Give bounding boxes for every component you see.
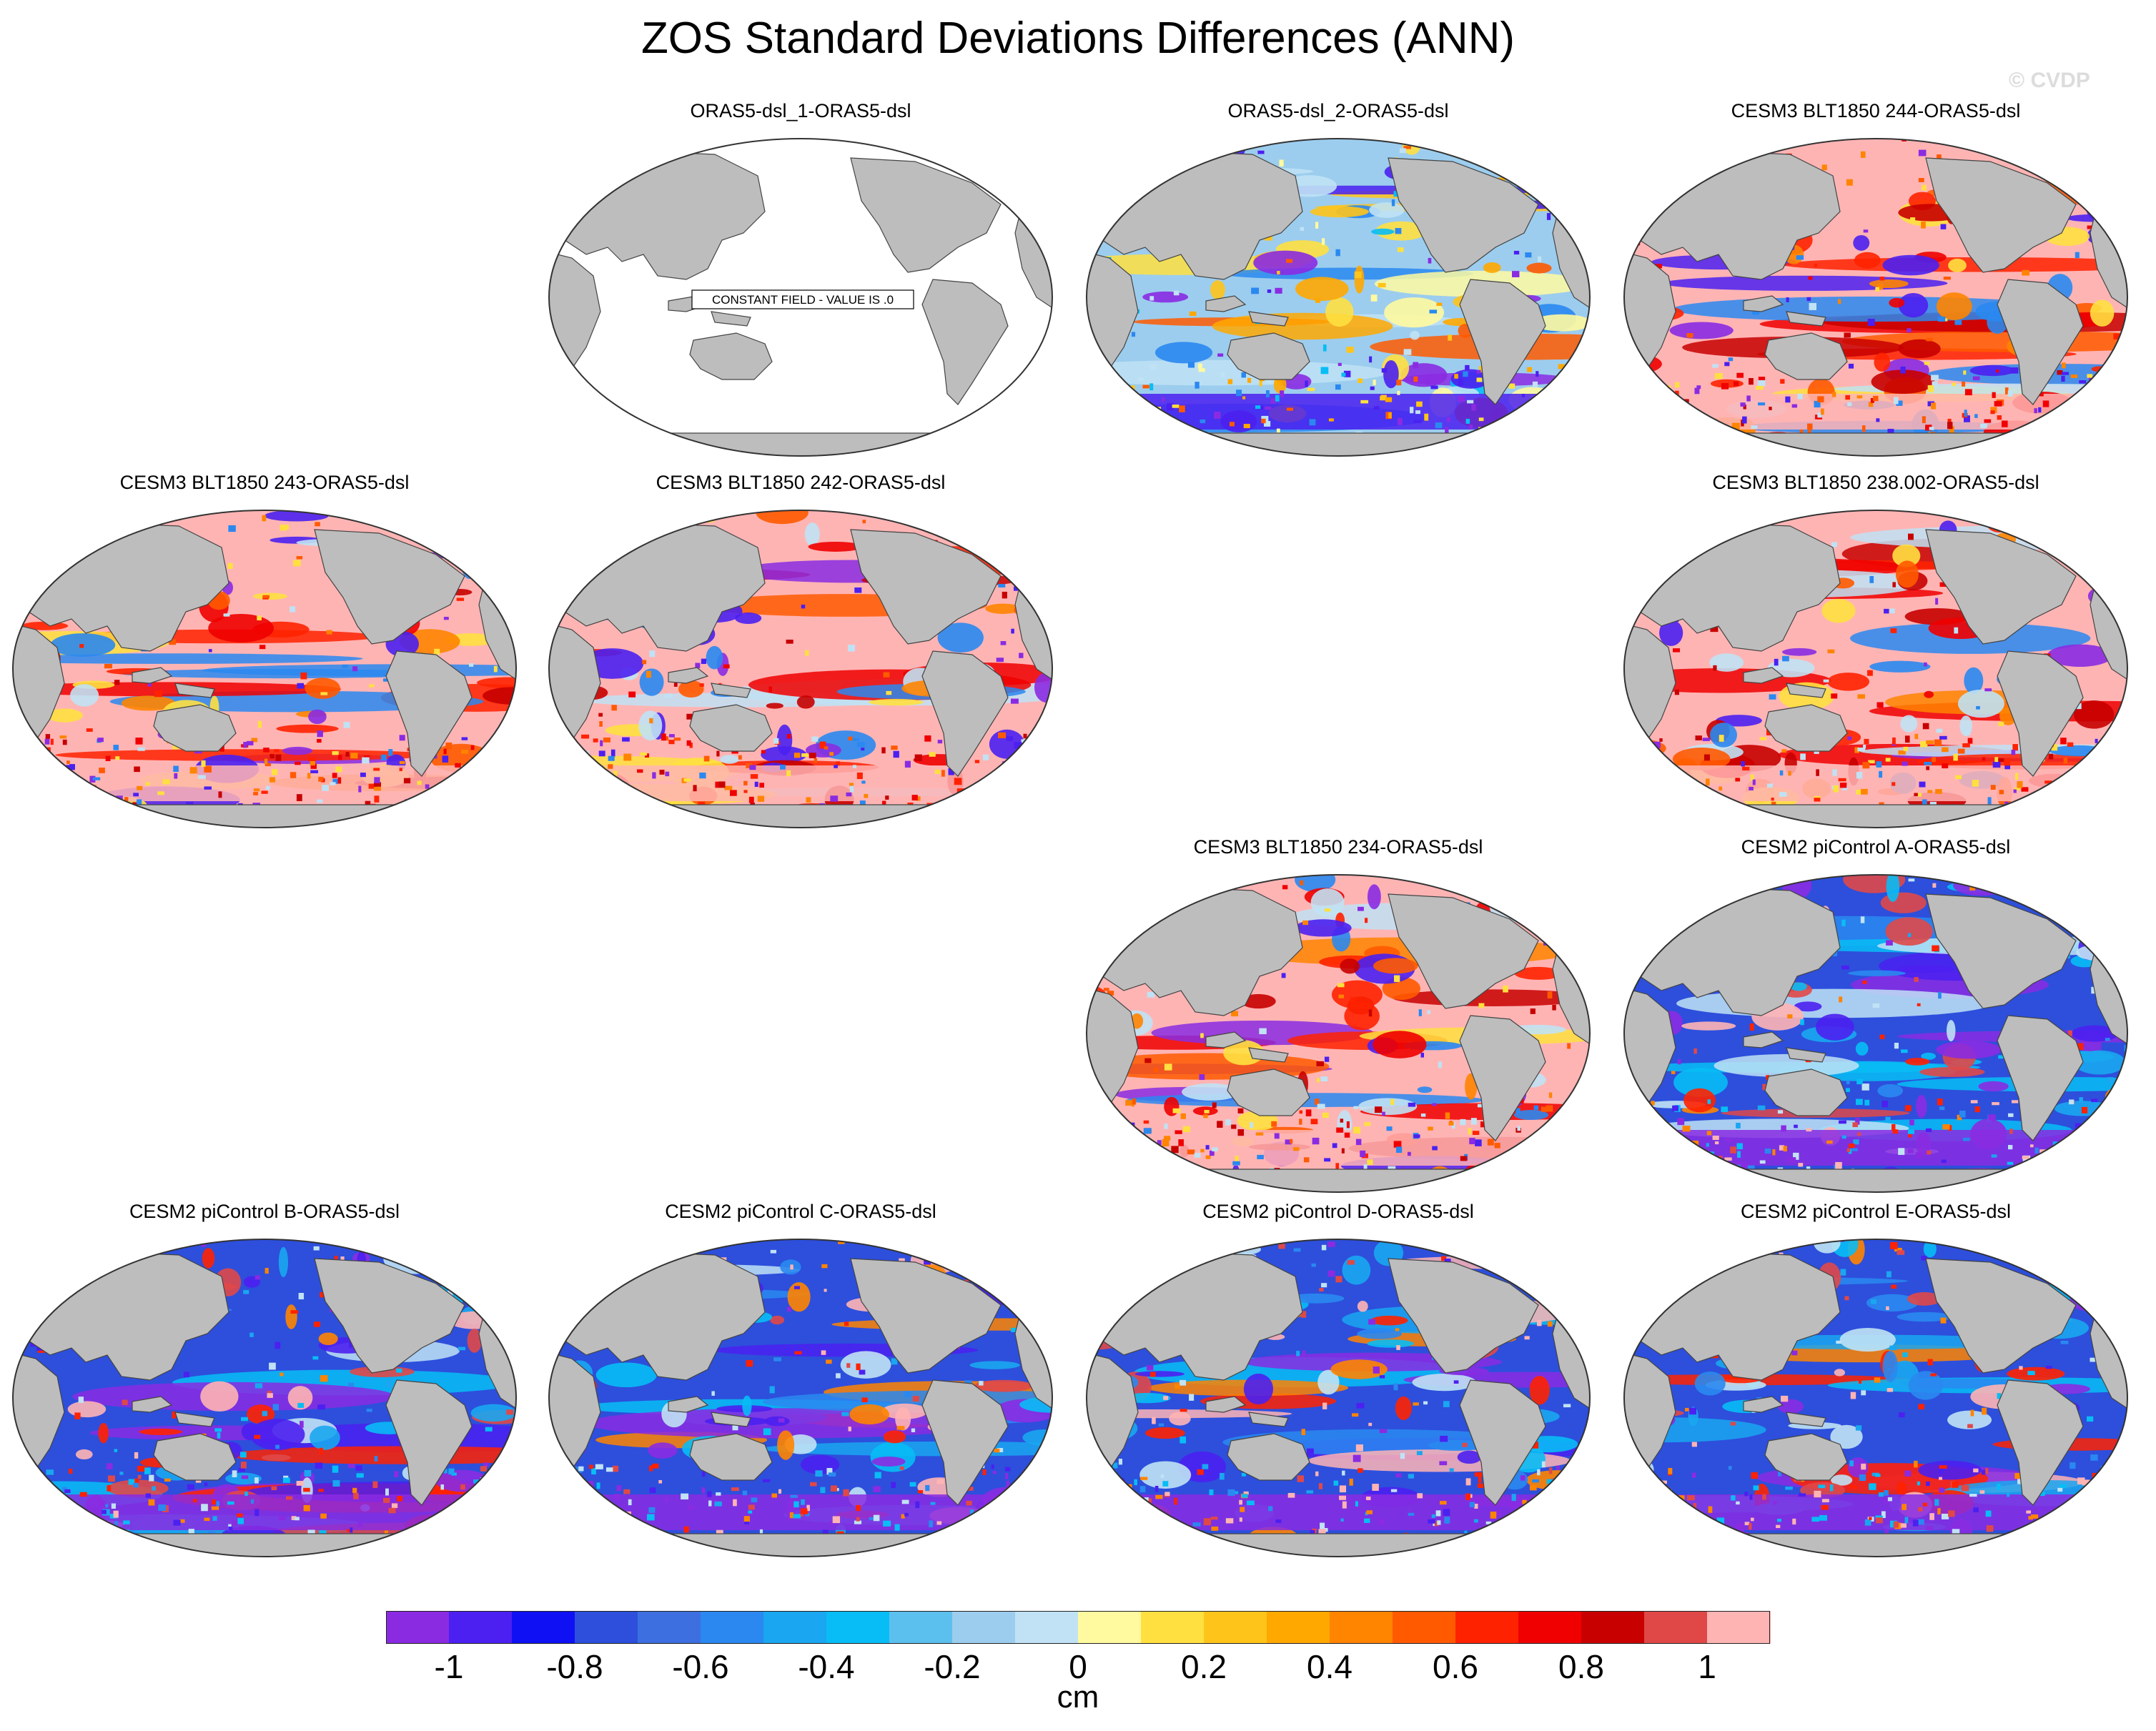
map-outline: [548, 510, 1053, 828]
map-outline: [1623, 510, 2128, 828]
colorbar-tick-label: 0.8: [1558, 1648, 1604, 1685]
map-outline: [12, 1239, 517, 1557]
map-outline: [548, 138, 1053, 457]
colorbar-tick-label: -0.8: [546, 1648, 603, 1685]
world-map: CONSTANT FIELD - VALUE IS .0: [548, 138, 1053, 457]
colorbar-swatch: [826, 1611, 890, 1644]
colorbar-tick-label: -0.4: [798, 1648, 855, 1685]
map-outline: [1623, 138, 2128, 457]
colorbar-swatch: [1015, 1611, 1079, 1644]
colorbar-swatch: [889, 1611, 953, 1644]
world-map: [12, 1239, 517, 1557]
map-outline: [1623, 1239, 2128, 1557]
panel-title: CESM2 piControl D-ORAS5-dsl: [1202, 1201, 1474, 1222]
colorbar-tick-label: 0.6: [1433, 1648, 1478, 1685]
panel-title: CESM3 BLT1850 238.002-ORAS5-dsl: [1712, 472, 2039, 493]
colorbar-tick-label: 1: [1698, 1648, 1716, 1685]
panel-title: CESM3 BLT1850 244-ORAS5-dsl: [1731, 100, 2021, 121]
map-panel: ORAS5-dsl_1-ORAS5-dsl CONSTANT FIELD - VA…: [543, 100, 1058, 457]
map-panel: CESM2 piControl D-ORAS5-dsl: [1081, 1201, 1596, 1558]
map-outline: [1086, 138, 1591, 457]
panel-title: CESM3 BLT1850 242-ORAS5-dsl: [656, 472, 946, 493]
world-map: [1623, 510, 2128, 828]
constant-field-label: CONSTANT FIELD - VALUE IS .0: [712, 293, 894, 307]
world-map: [1623, 138, 2128, 457]
map-panel: CESM3 BLT1850 238.002-ORAS5-dsl: [1618, 472, 2133, 829]
colorbar-swatch: [763, 1611, 827, 1644]
panel-title: CESM2 piControl C-ORAS5-dsl: [665, 1201, 936, 1222]
colorbar-tick-label: 0.2: [1181, 1648, 1227, 1685]
map-panel: CESM2 piControl C-ORAS5-dsl: [543, 1201, 1058, 1558]
panel-title: ORAS5-dsl_2-ORAS5-dsl: [1227, 100, 1449, 121]
colorbar-swatch: [386, 1611, 450, 1644]
colorbar-swatch: [1518, 1611, 1582, 1644]
colorbar-tick-label: -0.2: [924, 1648, 981, 1685]
colorbar-swatch: [701, 1611, 764, 1644]
colorbar-swatch: [638, 1611, 701, 1644]
credit-watermark: © CVDP: [2009, 69, 2090, 92]
colorbar-swatch: [1707, 1611, 1771, 1644]
map-panel: CESM2 piControl B-ORAS5-dsl: [7, 1201, 522, 1558]
colorbar-swatch: [512, 1611, 575, 1644]
colorbar-swatch: [952, 1611, 1016, 1644]
colorbar-swatch: [1078, 1611, 1142, 1644]
map-panel: ORAS5-dsl_2-ORAS5-dsl: [1081, 100, 1596, 457]
panel-title: CESM2 piControl B-ORAS5-dsl: [129, 1201, 400, 1222]
colorbar-tick-label: 0.4: [1307, 1648, 1353, 1685]
map-panel: CESM3 BLT1850 243-ORAS5-dsl: [7, 472, 522, 829]
map-outline: [1086, 874, 1591, 1193]
colorbar-swatch: [1267, 1611, 1330, 1644]
world-map: [548, 510, 1053, 828]
colorbar-tick-label: -1: [434, 1648, 464, 1685]
constant-field-box: [691, 289, 914, 309]
world-map: [12, 510, 517, 828]
map-panel: CESM3 BLT1850 234-ORAS5-dsl: [1081, 836, 1596, 1194]
colorbar-tick-label: -0.6: [672, 1648, 729, 1685]
colorbar-swatch: [1393, 1611, 1456, 1644]
map-outline: [12, 510, 517, 828]
colorbar-swatch: [575, 1611, 638, 1644]
panel-title: CESM2 piControl E-ORAS5-dsl: [1740, 1201, 2012, 1222]
colorbar-unit-label: cm: [1057, 1680, 1099, 1715]
colorbar-swatch: [1330, 1611, 1393, 1644]
panel-title: ORAS5-dsl_1-ORAS5-dsl: [690, 100, 911, 121]
world-map: [1623, 874, 2128, 1193]
map-panel: CESM3 BLT1850 244-ORAS5-dsl: [1618, 100, 2133, 457]
figure-title: ZOS Standard Deviations Differences (ANN…: [641, 14, 1515, 63]
map-outline: [1086, 1239, 1591, 1557]
world-map: [548, 1239, 1053, 1557]
world-map: [1086, 138, 1591, 457]
colorbar-swatch: [1455, 1611, 1519, 1644]
map-panel: CESM2 piControl A-ORAS5-dsl: [1618, 836, 2133, 1194]
map-panel: CESM2 piControl E-ORAS5-dsl: [1618, 1201, 2133, 1558]
map-panel: CESM3 BLT1850 242-ORAS5-dsl: [543, 472, 1058, 829]
colorbar-swatch: [1204, 1611, 1267, 1644]
colorbar-swatch: [1141, 1611, 1205, 1644]
world-map: [1086, 1239, 1591, 1557]
colorbar-swatch: [1581, 1611, 1645, 1644]
colorbar-tick-label: 0: [1069, 1648, 1087, 1685]
colorbar-swatch: [1644, 1611, 1708, 1644]
panel-title: CESM3 BLT1850 243-ORAS5-dsl: [119, 472, 410, 493]
colorbar: [386, 1611, 1771, 1644]
panel-title: CESM3 BLT1850 234-ORAS5-dsl: [1193, 836, 1483, 858]
panel-title: CESM2 piControl A-ORAS5-dsl: [1741, 836, 2011, 858]
world-map: [1086, 874, 1591, 1193]
world-map: [1623, 1239, 2128, 1557]
colorbar-swatch: [449, 1611, 513, 1644]
map-outline: [548, 1239, 1053, 1557]
map-outline: [1623, 874, 2128, 1193]
